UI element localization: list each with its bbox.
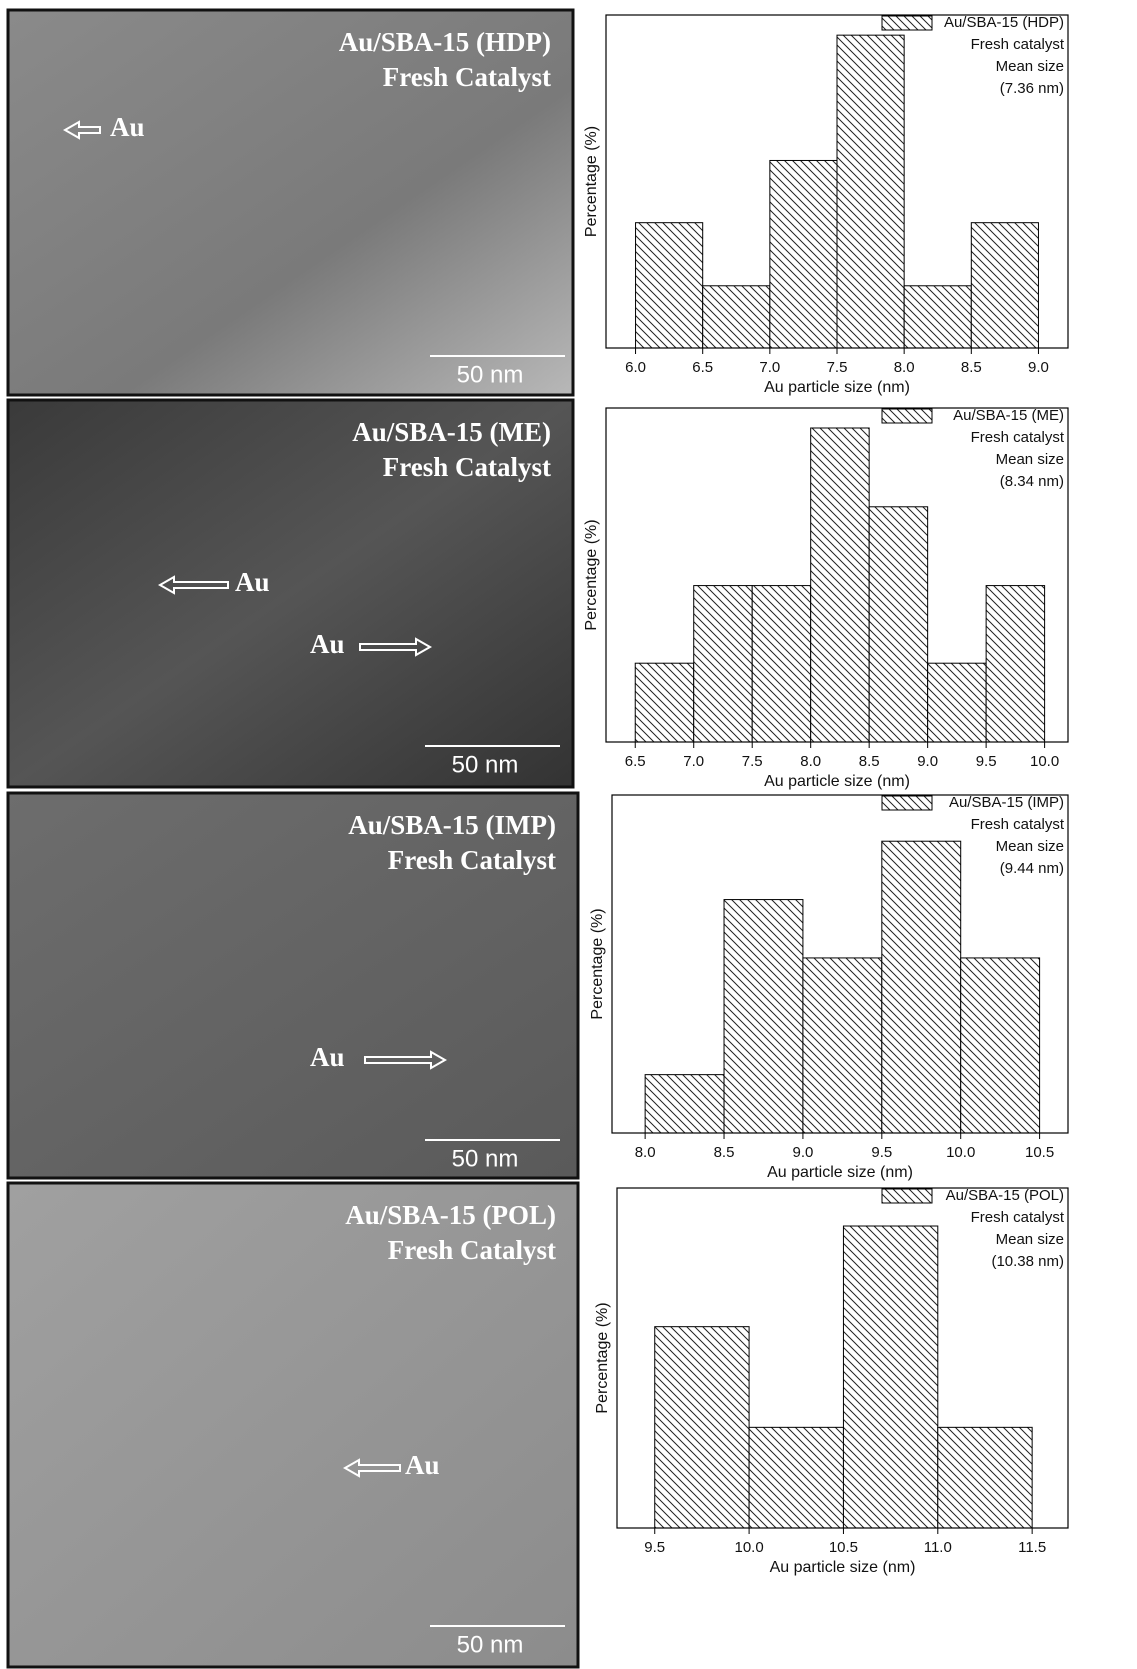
x-tick-label: 9.0 [1028,359,1049,376]
legend-label: Au/SBA-15 (ME) [953,407,1064,424]
bar-hatch [645,1075,724,1133]
annotation: Mean size [996,58,1064,75]
legend-label: Au/SBA-15 (HDP) [944,14,1064,31]
bar-hatch [803,958,882,1133]
legend-swatch [882,1189,932,1203]
x-tick-label: 8.5 [859,753,880,770]
legend-label: Au/SBA-15 (IMP) [949,794,1064,811]
bar-hatch [635,663,693,742]
bar-hatch [986,586,1044,742]
bar-hatch [703,286,770,348]
x-tick-label: 6.0 [625,359,646,376]
bar-hatch [882,841,961,1133]
x-axis-label: Au particle size (nm) [767,1164,913,1181]
annotation: Fresh catalyst [971,36,1065,53]
annotation: (8.34 nm) [1000,473,1064,490]
bar-hatch [843,1226,937,1528]
au-label: Au [310,629,345,659]
bar-hatch [811,428,869,742]
x-tick-label: 8.5 [961,359,982,376]
au-label: Au [110,112,145,142]
annotation: (9.44 nm) [1000,860,1064,877]
annotation: Mean size [996,451,1064,468]
x-tick-label: 6.5 [692,359,713,376]
x-tick-label: 10.0 [1030,753,1059,770]
x-tick-label: 9.5 [644,1539,665,1556]
x-axis-label: Au particle size (nm) [764,773,910,790]
y-axis-label: Percentage (%) [589,908,606,1019]
scale-label: 50 nm [457,361,524,388]
au-label: Au [235,567,270,597]
x-tick-label: 10.5 [829,1539,858,1556]
x-tick-label: 8.0 [800,753,821,770]
legend-label: Au/SBA-15 (POL) [946,1187,1064,1204]
x-tick-label: 9.0 [917,753,938,770]
micrograph-subtitle: Fresh Catalyst [388,1235,556,1265]
page: Au/SBA-15 (HDP) Fresh Catalyst Au 50 nm Au/S… [0,0,1137,1669]
x-tick-label: 7.5 [827,359,848,376]
annotation: Fresh catalyst [971,1209,1065,1226]
bar-hatch [694,586,752,742]
x-tick-label: 10.0 [734,1539,763,1556]
bar-hatch [749,1427,843,1528]
figure: Au/SBA-15 (HDP) Fresh Catalyst Au 50 nm Au/S… [0,0,1137,1669]
bar-hatch [961,958,1040,1133]
legend-swatch [882,409,932,423]
micrograph-title: Au/SBA-15 (IMP) [348,810,556,840]
annotation: Mean size [996,838,1064,855]
micrograph-subtitle: Fresh Catalyst [388,845,556,875]
au-label: Au [405,1450,440,1480]
micrograph-title: Au/SBA-15 (ME) [352,417,551,447]
x-tick-label: 7.0 [759,359,780,376]
legend-swatch [882,796,932,810]
bar-hatch [928,663,986,742]
bar-hatch [655,1327,749,1528]
annotation: Mean size [996,1231,1064,1248]
micrograph-title: Au/SBA-15 (POL) [345,1200,556,1230]
x-tick-label: 6.5 [625,753,646,770]
bar-hatch [724,900,803,1133]
y-axis-label: Percentage (%) [583,126,600,237]
x-tick-label: 11.0 [924,1539,952,1556]
bar-hatch [938,1427,1032,1528]
x-tick-label: 8.5 [714,1144,735,1161]
x-tick-label: 9.5 [976,753,997,770]
scale-label: 50 nm [457,1631,524,1658]
x-tick-label: 8.0 [894,359,915,376]
x-axis-label: Au particle size (nm) [770,1559,916,1576]
bar-hatch [636,223,703,348]
x-tick-label: 7.5 [742,753,763,770]
scale-label: 50 nm [452,751,519,778]
micrograph-subtitle: Fresh Catalyst [383,452,551,482]
y-axis-label: Percentage (%) [594,1302,611,1413]
annotation: Fresh catalyst [971,429,1065,446]
bar-hatch [752,586,810,742]
annotation: (7.36 nm) [1000,80,1064,97]
x-tick-label: 9.0 [792,1144,813,1161]
x-axis-label: Au particle size (nm) [764,379,910,396]
bar-hatch [971,223,1038,348]
au-label: Au [310,1042,345,1072]
bar-hatch [837,35,904,348]
annotation: (10.38 nm) [991,1253,1064,1270]
micrograph-title: Au/SBA-15 (HDP) [339,27,551,57]
bar-hatch [904,286,971,348]
bar-hatch [770,160,837,348]
bar-hatch [869,507,927,742]
x-tick-label: 9.5 [871,1144,892,1161]
micrograph-subtitle: Fresh Catalyst [383,62,551,92]
x-tick-label: 8.0 [635,1144,656,1161]
x-tick-label: 10.0 [946,1144,975,1161]
legend-swatch [882,16,932,30]
x-tick-label: 7.0 [683,753,704,770]
x-tick-label: 10.5 [1025,1144,1054,1161]
y-axis-label: Percentage (%) [583,519,600,630]
annotation: Fresh catalyst [971,816,1065,833]
x-tick-label: 11.5 [1018,1539,1046,1556]
scale-label: 50 nm [452,1145,519,1172]
